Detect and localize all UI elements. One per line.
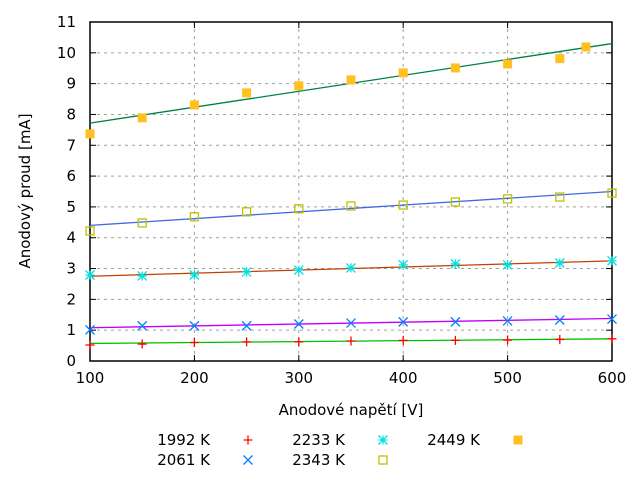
y-tick-label: 2 [66,290,76,308]
data-point [293,265,304,276]
legend-label: 2449 K [427,431,481,449]
fit-lines [89,42,613,345]
data-point [189,320,200,331]
data-point [398,259,409,270]
data-point [85,226,95,236]
data-point [503,335,513,345]
legend-marker [378,435,388,445]
x-tick-label: 600 [598,369,627,387]
y-tick-label: 10 [57,44,76,62]
legend-label: 2343 K [292,451,346,469]
x-tick-label: 300 [284,369,313,387]
data-point [241,266,252,277]
data-point [581,42,591,52]
fit-line [89,190,613,227]
data-point [398,200,408,210]
data-point [450,63,460,73]
data-point [346,75,356,85]
data-point [85,270,95,280]
data-points [85,42,617,350]
legend-marker [243,435,253,445]
data-point [398,68,408,78]
data-point [85,324,95,335]
data-point [189,212,200,222]
y-tick-label: 3 [66,260,76,278]
x-tick-label: 500 [493,369,522,387]
data-point [137,320,148,331]
legend-marker [378,455,388,465]
data-point [85,340,95,350]
data-point [346,336,356,346]
x-axis-label: Anodové napětí [V] [279,401,424,419]
data-point [346,201,356,211]
legend-label: 2233 K [292,431,346,449]
data-point [450,316,461,327]
legend-marker [243,455,253,465]
data-point [241,320,252,331]
tick-labels: 0 1 2 3 4 5 6 7 8 9 10 11 100 200 300 400 500 600 [57,13,626,387]
data-point [294,81,304,91]
grid [89,21,613,362]
data-point [502,194,513,204]
data-point [607,188,617,198]
plot-border [89,21,613,362]
data-point [346,318,356,329]
data-point [189,270,200,280]
data-point [398,316,409,327]
y-tick-label: 4 [66,229,76,247]
data-point [450,258,461,269]
legend-label: 2061 K [157,451,211,469]
data-point [503,59,513,69]
data-point [502,315,513,326]
data-point [241,207,252,217]
data-point [346,262,356,273]
data-point [293,319,304,329]
data-point [137,218,147,228]
data-point [502,259,513,270]
legend-marker [513,435,523,445]
data-point [242,88,252,98]
y-tick-label: 1 [66,321,76,339]
data-point [554,258,565,268]
y-axis-label: Anodový proud [mA] [16,113,34,268]
data-point [398,335,408,345]
data-point [294,204,304,214]
data-point [555,334,565,344]
data-point [450,197,461,207]
y-tick-label: 0 [66,352,76,370]
data-point [555,192,565,202]
data-point [137,270,148,281]
data-point [242,337,252,347]
data-point [189,338,199,348]
data-point [554,315,565,325]
data-point [189,100,199,110]
y-tick-label: 9 [66,75,76,93]
data-point [85,129,95,139]
y-tick-label: 8 [66,105,76,123]
legend-label: 1992 K [157,431,211,449]
y-tick-label: 7 [66,136,76,154]
x-tick-label: 100 [76,369,105,387]
x-tick-label: 200 [180,369,209,387]
data-point [294,337,304,347]
data-point [607,314,617,325]
data-point [137,113,147,123]
data-point [607,334,617,344]
y-tick-label: 6 [66,167,76,185]
x-tick-label: 400 [389,369,418,387]
y-tick-label: 11 [57,13,76,31]
data-point [555,54,565,64]
data-point [137,339,147,349]
legend: 1992 K 2061 K 2233 K 2343 K 2449 K [157,431,523,469]
y-tick-label: 5 [66,198,76,216]
data-point [450,335,460,345]
data-point [607,255,617,266]
